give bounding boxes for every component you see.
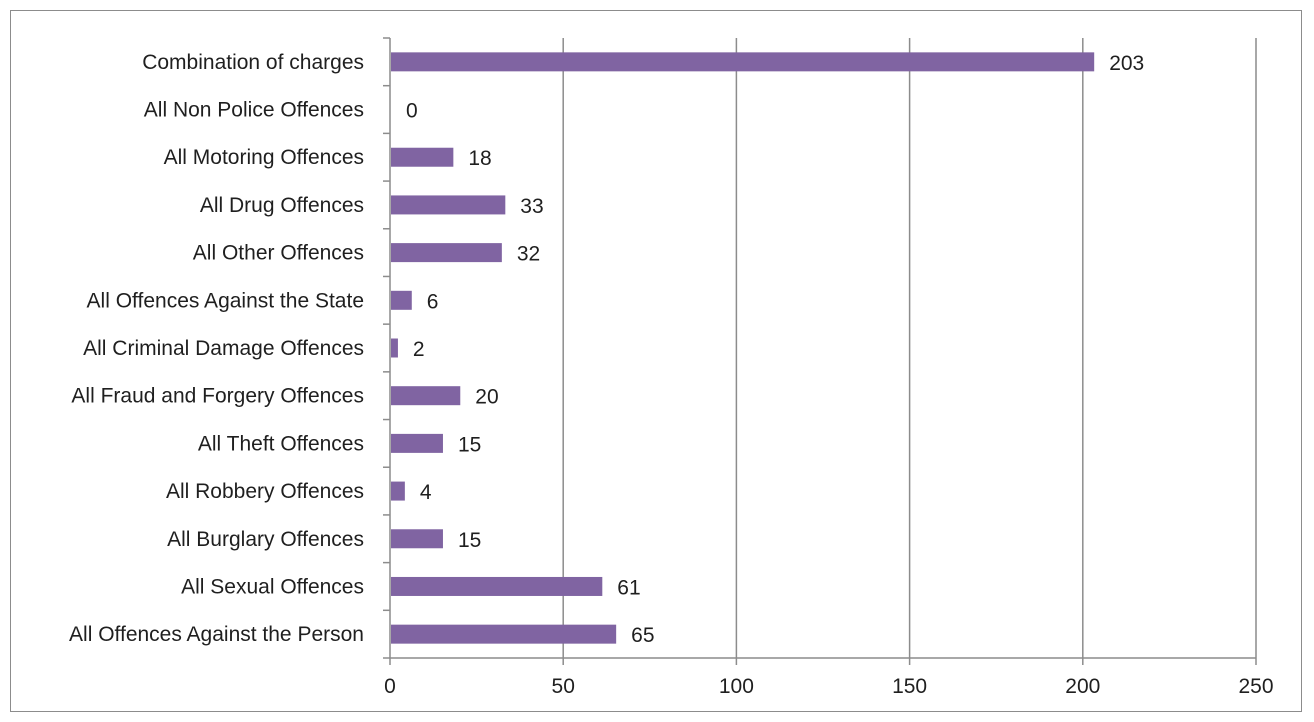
x-tick-label: 200 [1065,675,1100,698]
data-label: 2 [413,338,425,361]
x-tick-label: 50 [552,675,575,698]
category-label: All Sexual Offences [181,575,364,598]
data-label: 33 [520,195,543,218]
data-label: 18 [468,147,491,170]
category-label: All Burglary Offences [167,528,364,551]
bar [391,338,398,358]
data-label: 20 [475,386,498,409]
bar [391,481,405,501]
data-label: 15 [458,433,481,456]
axes [383,37,1257,665]
bar [391,290,412,310]
bars [391,52,1095,644]
category-label: All Robbery Offences [166,480,364,503]
category-label: All Drug Offences [200,194,364,217]
bar [391,576,603,596]
category-label: Combination of charges [142,51,364,74]
data-label: 15 [458,529,481,552]
category-label: All Criminal Damage Offences [83,337,364,360]
bar [391,195,506,215]
x-tick-label: 0 [384,675,396,698]
category-label: All Fraud and Forgery Offences [71,385,364,408]
data-label: 203 [1109,52,1144,75]
category-labels: Combination of charges All Non Police Off… [69,51,364,646]
bar [391,433,443,453]
data-label: 4 [420,481,432,504]
category-label: All Motoring Offences [164,146,364,169]
bar [391,147,454,167]
data-label: 32 [517,243,540,266]
tick-labels: 0 50 100 150 200 250 [384,675,1273,698]
x-tick-label: 250 [1238,675,1273,698]
x-tick-label: 150 [892,675,927,698]
category-label: All Other Offences [193,242,364,265]
data-label: 61 [617,576,640,599]
data-label: 6 [427,290,439,313]
chart-frame [10,10,1302,712]
data-label: 0 [406,100,418,123]
bar [391,529,443,549]
bar [391,52,1095,72]
gridlines [562,38,1257,658]
bar [391,386,461,406]
data-label: 65 [631,624,654,647]
bar [391,624,617,644]
category-label: All Offences Against the State [87,289,364,312]
bar [391,243,502,263]
x-tick-label: 100 [719,675,754,698]
category-label: All Non Police Offences [144,99,364,122]
category-label: All Theft Offences [198,432,364,455]
value-labels: 203 0 18 33 32 6 2 20 15 4 15 61 65 [406,52,1144,647]
category-label: All Offences Against the Person [69,623,364,646]
